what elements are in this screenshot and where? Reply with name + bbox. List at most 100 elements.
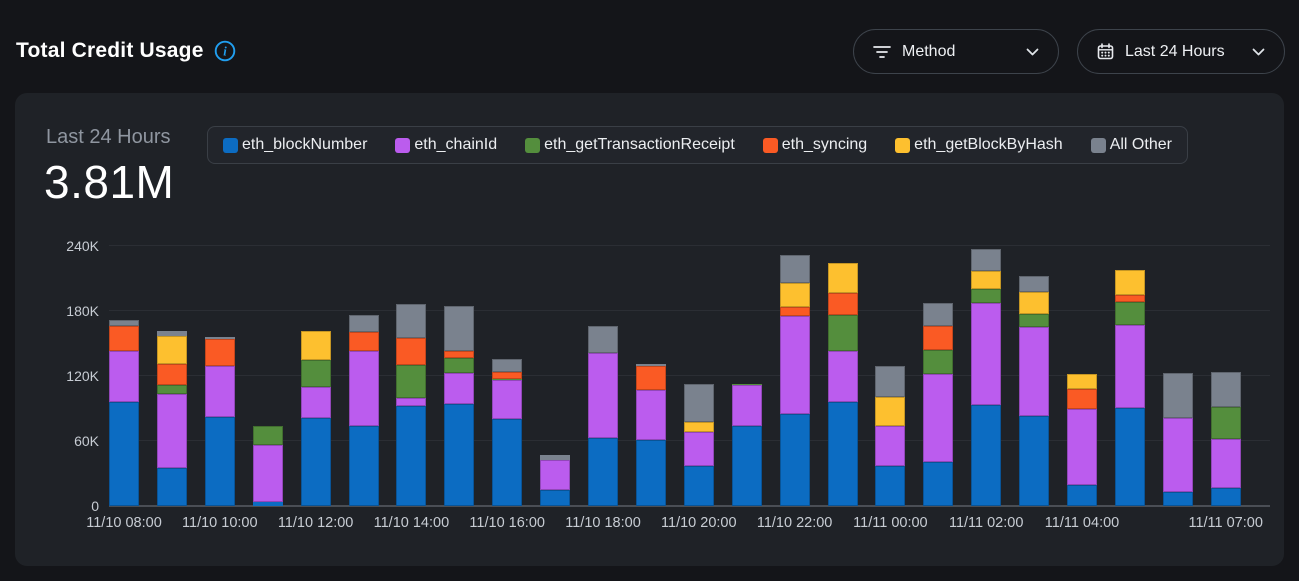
- bar-segment[interactable]: [492, 380, 522, 419]
- legend-item[interactable]: eth_blockNumber: [223, 136, 367, 154]
- bar-segment[interactable]: [396, 406, 426, 506]
- legend-item[interactable]: eth_getTransactionReceipt: [525, 136, 735, 154]
- bar-segment[interactable]: [396, 338, 426, 366]
- bar-segment[interactable]: [828, 263, 858, 293]
- bar-segment[interactable]: [636, 366, 666, 390]
- bar-segment[interactable]: [492, 419, 522, 506]
- info-icon[interactable]: i: [214, 40, 236, 62]
- bar-segment[interactable]: [301, 331, 331, 360]
- bar-segment[interactable]: [1067, 389, 1097, 409]
- bar-segment[interactable]: [157, 394, 187, 468]
- bar-stack[interactable]: [253, 426, 283, 506]
- bar-segment[interactable]: [1019, 416, 1049, 506]
- bar-segment[interactable]: [444, 373, 474, 404]
- bar-segment[interactable]: [1115, 295, 1145, 303]
- bar-segment[interactable]: [1211, 439, 1241, 488]
- bar-segment[interactable]: [780, 283, 810, 306]
- bar-segment[interactable]: [1019, 276, 1049, 291]
- bar-segment[interactable]: [923, 303, 953, 325]
- bar-segment[interactable]: [157, 385, 187, 395]
- bar-stack[interactable]: [971, 249, 1001, 506]
- bar-segment[interactable]: [109, 351, 139, 402]
- bar-stack[interactable]: [109, 320, 139, 506]
- bar-segment[interactable]: [396, 304, 426, 338]
- bar-segment[interactable]: [923, 374, 953, 462]
- bar-segment[interactable]: [636, 440, 666, 506]
- bar-segment[interactable]: [109, 402, 139, 506]
- bar-segment[interactable]: [588, 438, 618, 506]
- legend-item[interactable]: eth_getBlockByHash: [895, 136, 1063, 154]
- legend-item[interactable]: eth_chainId: [395, 136, 497, 154]
- bar-segment[interactable]: [1115, 325, 1145, 408]
- bar-segment[interactable]: [780, 255, 810, 283]
- bar-segment[interactable]: [923, 350, 953, 374]
- bar-stack[interactable]: [301, 331, 331, 506]
- bar-segment[interactable]: [1163, 492, 1193, 506]
- bar-segment[interactable]: [253, 502, 283, 506]
- bar-segment[interactable]: [684, 466, 714, 506]
- bar-segment[interactable]: [828, 315, 858, 351]
- bar-segment[interactable]: [157, 468, 187, 506]
- bar-segment[interactable]: [875, 466, 905, 506]
- bar-segment[interactable]: [588, 326, 618, 353]
- bar-segment[interactable]: [157, 336, 187, 364]
- bar-segment[interactable]: [732, 385, 762, 426]
- bar-segment[interactable]: [1163, 373, 1193, 418]
- bar-segment[interactable]: [492, 359, 522, 372]
- bar-segment[interactable]: [1067, 409, 1097, 485]
- bar-segment[interactable]: [875, 397, 905, 426]
- bar-segment[interactable]: [349, 315, 379, 332]
- bar-segment[interactable]: [828, 351, 858, 402]
- bar-segment[interactable]: [636, 390, 666, 441]
- bar-segment[interactable]: [780, 307, 810, 317]
- bar-stack[interactable]: [1115, 270, 1145, 506]
- bar-stack[interactable]: [875, 366, 905, 506]
- bar-stack[interactable]: [1163, 373, 1193, 506]
- bar-segment[interactable]: [1115, 408, 1145, 506]
- bar-segment[interactable]: [301, 418, 331, 506]
- legend-item[interactable]: All Other: [1091, 136, 1172, 154]
- bar-stack[interactable]: [1067, 374, 1097, 506]
- bar-segment[interactable]: [1115, 270, 1145, 295]
- bar-segment[interactable]: [1067, 374, 1097, 389]
- bar-segment[interactable]: [1211, 488, 1241, 506]
- bar-stack[interactable]: [540, 455, 570, 506]
- bar-segment[interactable]: [828, 293, 858, 315]
- bar-segment[interactable]: [492, 372, 522, 380]
- bar-stack[interactable]: [492, 359, 522, 506]
- bar-segment[interactable]: [205, 366, 235, 417]
- bar-segment[interactable]: [1019, 314, 1049, 327]
- bar-segment[interactable]: [1211, 407, 1241, 438]
- bar-segment[interactable]: [205, 417, 235, 506]
- bar-stack[interactable]: [396, 304, 426, 506]
- time-range-dropdown[interactable]: Last 24 Hours: [1077, 29, 1285, 74]
- bar-segment[interactable]: [349, 332, 379, 350]
- bar-stack[interactable]: [636, 364, 666, 506]
- bar-stack[interactable]: [349, 315, 379, 506]
- bar-segment[interactable]: [732, 426, 762, 506]
- bar-stack[interactable]: [588, 326, 618, 506]
- bar-segment[interactable]: [971, 289, 1001, 303]
- bar-segment[interactable]: [540, 490, 570, 506]
- bar-segment[interactable]: [396, 398, 426, 407]
- bar-stack[interactable]: [732, 384, 762, 506]
- bar-segment[interactable]: [253, 445, 283, 502]
- bar-segment[interactable]: [971, 249, 1001, 271]
- bar-segment[interactable]: [1163, 418, 1193, 492]
- bar-segment[interactable]: [971, 303, 1001, 404]
- bar-segment[interactable]: [828, 402, 858, 506]
- bar-segment[interactable]: [540, 460, 570, 490]
- bar-segment[interactable]: [444, 358, 474, 373]
- bar-segment[interactable]: [157, 364, 187, 385]
- bar-stack[interactable]: [205, 337, 235, 506]
- bar-segment[interactable]: [875, 366, 905, 397]
- bar-stack[interactable]: [444, 306, 474, 506]
- bar-segment[interactable]: [588, 353, 618, 438]
- bar-segment[interactable]: [349, 426, 379, 506]
- bar-stack[interactable]: [780, 255, 810, 506]
- bar-segment[interactable]: [971, 405, 1001, 506]
- bar-segment[interactable]: [1019, 327, 1049, 416]
- bar-segment[interactable]: [444, 306, 474, 351]
- bar-stack[interactable]: [1211, 372, 1241, 506]
- bar-segment[interactable]: [684, 432, 714, 466]
